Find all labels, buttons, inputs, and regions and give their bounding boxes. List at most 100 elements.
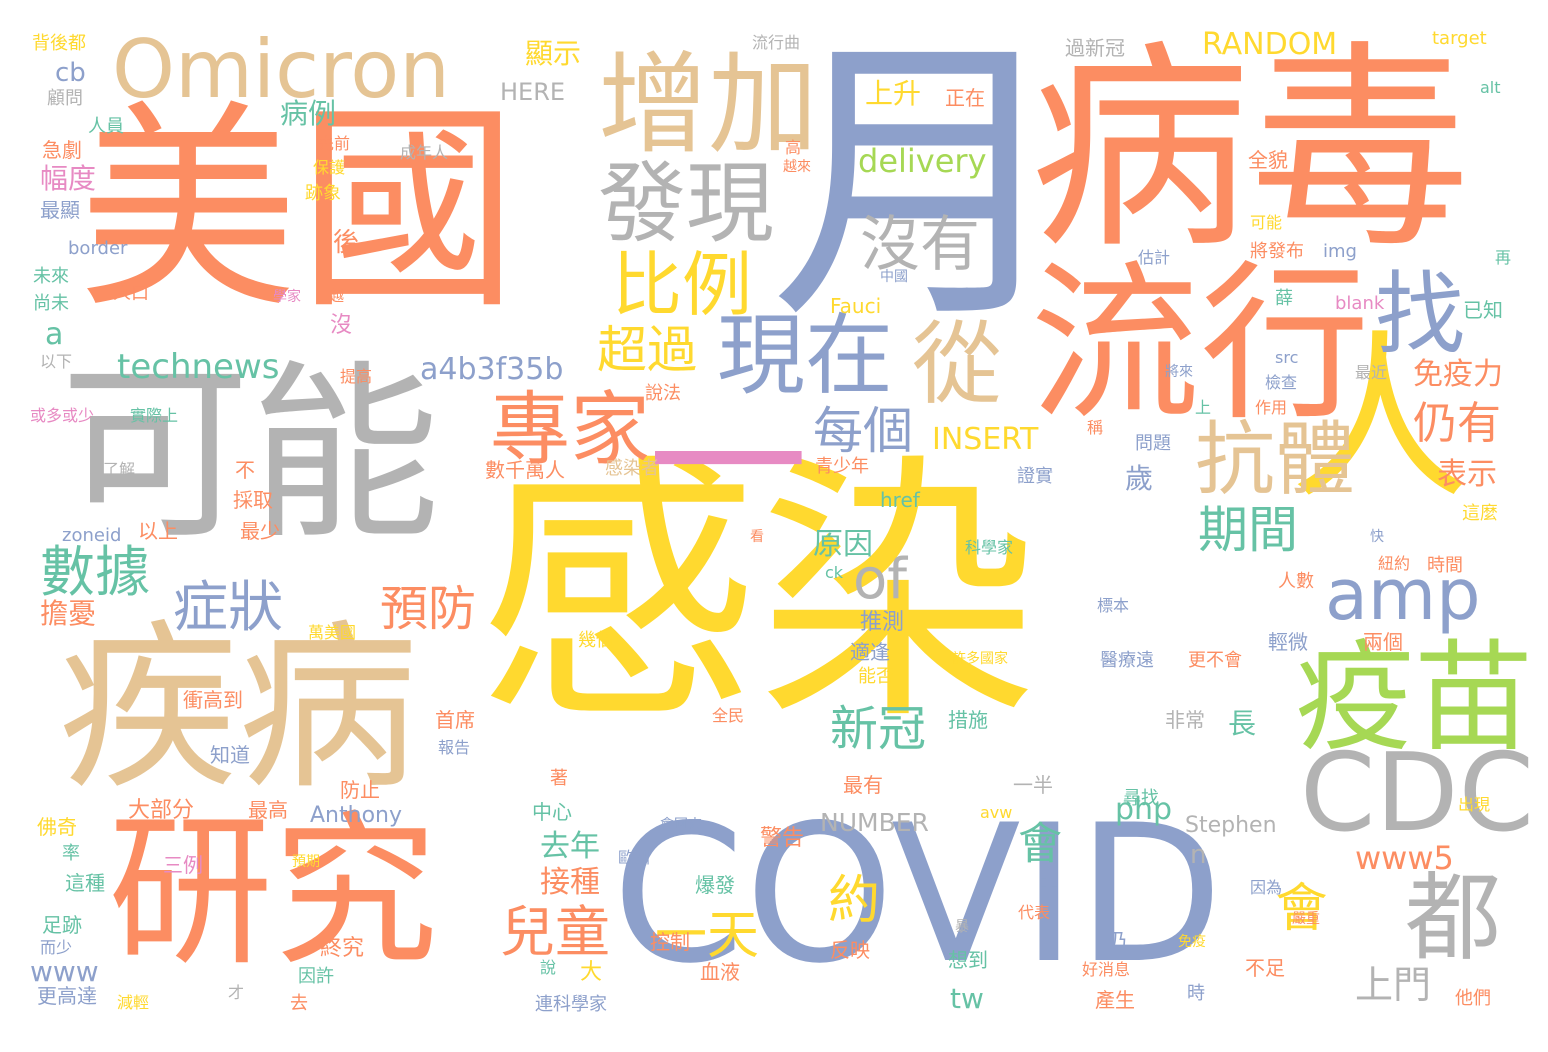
cloud-word: 將來 [1165, 364, 1193, 380]
cloud-word: 尋找 [1123, 788, 1159, 809]
cloud-word: RANDOM [1202, 27, 1338, 62]
cloud-word: delivery [858, 142, 987, 180]
cloud-word: 或多或少 [30, 406, 95, 425]
cloud-word: 以上 [138, 519, 178, 543]
cloud-word: a4b3f35b [420, 352, 564, 387]
cloud-word: img [1323, 241, 1357, 262]
cloud-word: 上門 [1355, 963, 1432, 1007]
cloud-word: 沒 [330, 313, 353, 338]
cloud-word: 每個 [813, 402, 913, 460]
cloud-word: 超過 [597, 321, 697, 379]
cloud-word: 產生 [1095, 988, 1135, 1012]
cloud-word: 因為 [1250, 878, 1283, 897]
cloud-word: 症狀 [173, 575, 284, 639]
cloud-word: 時間 [1427, 555, 1463, 576]
cloud-word: 著 [550, 768, 568, 789]
cloud-word: 人員 [88, 116, 124, 137]
cloud-word: 月 [770, 10, 1070, 359]
cloud-word: 過新冠 [1065, 36, 1125, 60]
cloud-word: 人口 [113, 283, 149, 304]
cloud-word: 尚未 [33, 293, 69, 314]
cloud-word: 出現 [1458, 795, 1491, 814]
cloud-word: 中國 [880, 269, 908, 285]
cloud-word: 萬美國 [308, 623, 357, 642]
cloud-word: 科學家 [965, 538, 1014, 557]
cloud-word: 衝高到 [183, 688, 243, 712]
cloud-word: 增加 [598, 41, 818, 169]
cloud-word: 全民 [712, 706, 745, 725]
cloud-word: 跡象 [305, 183, 341, 204]
cloud-word: 擔憂 [40, 597, 97, 630]
cloud-word: 更不會 [1188, 650, 1242, 671]
cloud-word: HERE [500, 78, 566, 106]
cloud-word: 防止 [340, 778, 380, 802]
cloud-word: 仍 [1105, 930, 1128, 955]
cloud-word: Fauci [830, 294, 882, 318]
cloud-word: 沒有 [860, 210, 980, 280]
cloud-word: 最少 [240, 519, 280, 543]
cloud-word: 預期 [292, 854, 320, 870]
cloud-word: 先前 [318, 134, 351, 153]
cloud-word: 病例 [280, 97, 337, 130]
cloud-word: 中心 [532, 800, 572, 824]
cloud-word: 仍有 [1413, 398, 1501, 449]
cloud-word: 三例 [163, 853, 203, 877]
cloud-word: zoneid [62, 525, 122, 546]
cloud-word: 接種 [540, 865, 600, 900]
cloud-word: 控制 [650, 930, 690, 954]
cloud-word: 正在 [945, 86, 985, 110]
cloud-word: src [1275, 348, 1299, 367]
cloud-word: CDC [1300, 731, 1534, 856]
cloud-word: 知道 [210, 743, 250, 767]
cloud-word: 一天 [655, 906, 760, 966]
cloud-word: 非常 [1165, 708, 1205, 732]
cloud-word: 實際上 [130, 406, 179, 425]
cloud-word: 好消息 [1082, 960, 1131, 979]
cloud-word: avw [980, 803, 1013, 822]
cloud-word: cb [55, 58, 86, 88]
cloud-word: 免疫 [1178, 934, 1206, 950]
cloud-word: 因許 [298, 966, 334, 987]
cloud-word: 減輕 [117, 993, 150, 1012]
cloud-word: 學家 [273, 289, 301, 305]
cloud-word: a [45, 317, 64, 352]
cloud-word: 期間 [1198, 501, 1298, 559]
cloud-word: 大部分 [128, 798, 195, 823]
cloud-word: 病毒 [1030, 22, 1471, 278]
cloud-word: Stephen [1185, 813, 1277, 838]
cloud-word: 流行曲 [752, 33, 801, 52]
cloud-word: 想到 [948, 948, 988, 972]
cloud-word: 歐洲 [618, 848, 651, 867]
cloud-word: 數據 [40, 540, 151, 604]
cloud-word: 疾病 [58, 605, 419, 814]
cloud-word: 反映 [830, 938, 870, 962]
cloud-word: 找 [1375, 262, 1465, 367]
cloud-word: www [30, 955, 99, 988]
cloud-word: 足跡 [42, 913, 82, 937]
cloud-word: 越來 [783, 159, 811, 175]
cloud-word: 急劇 [42, 138, 82, 162]
cloud-word: 去 [290, 993, 308, 1014]
cloud-word: 後 [333, 228, 360, 258]
cloud-word: 輕微 [1268, 630, 1308, 654]
cloud-word: 兒童 [500, 900, 611, 964]
cloud-word: 數千萬人 [485, 458, 565, 482]
cloud-word: technews [117, 347, 280, 387]
cloud-word: 許多國家 [952, 651, 1008, 667]
cloud-word: 推測 [860, 610, 905, 635]
cloud-word: 都 [1405, 862, 1501, 974]
cloud-word: 兩個 [1363, 630, 1403, 654]
cloud-word: 去年 [540, 829, 600, 864]
cloud-word: 這種 [65, 871, 105, 895]
cloud-word: 會回來 [660, 817, 702, 833]
cloud-word: 警告 [760, 826, 805, 851]
cloud-word: border [68, 238, 128, 259]
cloud-word: 薛 [1275, 288, 1293, 309]
cloud-word: 爆發 [695, 873, 735, 897]
cloud-word: 暴 [955, 919, 969, 935]
cloud-word: 紐約 [1378, 554, 1411, 573]
cloud-word: 最近 [1355, 363, 1388, 382]
cloud-word: 採取 [233, 488, 273, 512]
cloud-word: 連科學家 [535, 994, 607, 1015]
cloud-word: 顧問 [47, 88, 83, 109]
